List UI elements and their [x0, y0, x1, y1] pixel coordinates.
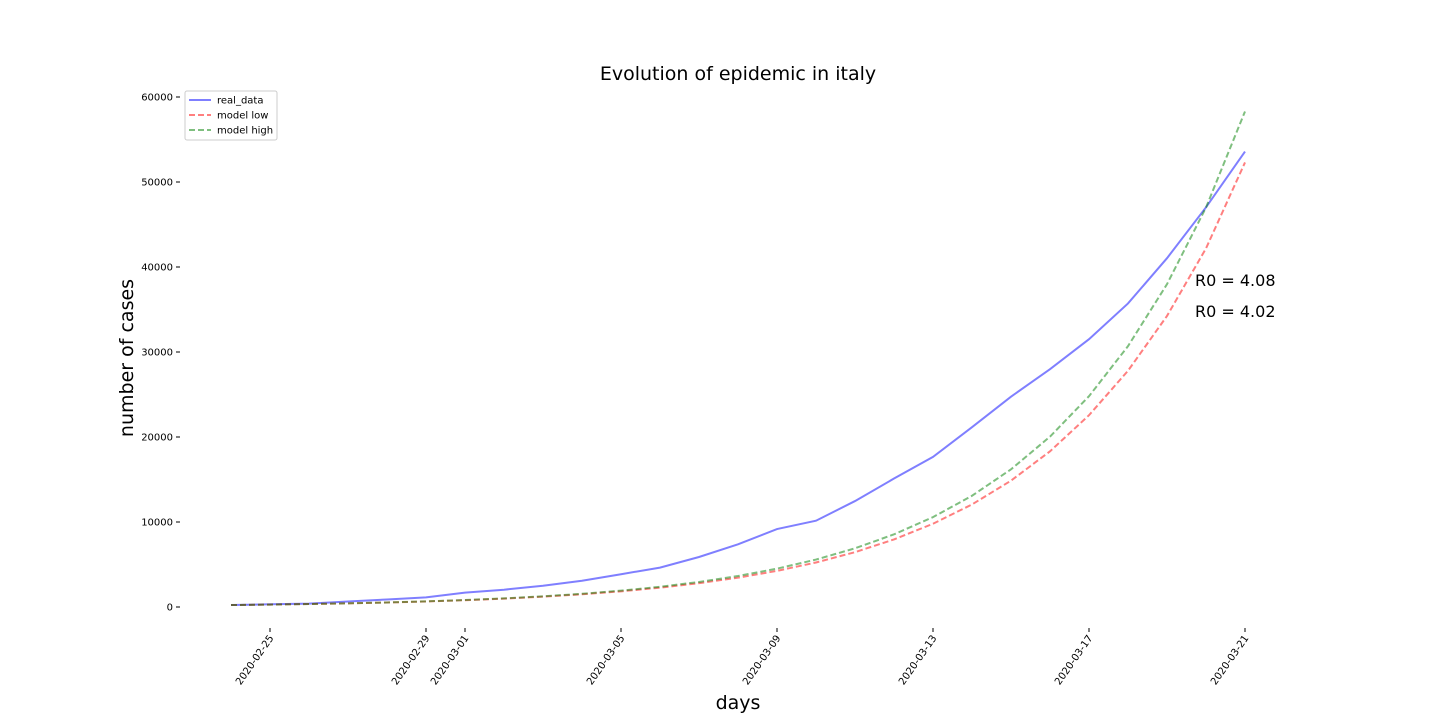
legend-box	[184, 90, 278, 141]
x-tick-label: 2020-03-01	[429, 633, 471, 687]
x-tick-label: 2020-02-29	[390, 633, 432, 687]
y-tick-label: 50000	[141, 178, 173, 189]
y-tick-label: 60000	[141, 93, 173, 104]
legend-label: model high	[217, 126, 273, 137]
x-tick-label: 2020-03-09	[741, 633, 783, 687]
y-tick-label: 10000	[141, 518, 173, 529]
y-tick-label: 30000	[141, 348, 173, 359]
x-tick-label: 2020-03-05	[585, 633, 627, 687]
x-tick-label: 2020-03-17	[1053, 633, 1095, 687]
annotation: R0 = 4.08	[1195, 271, 1276, 290]
chart-title: Evolution of epidemic in italy	[600, 63, 876, 85]
x-axis-label: days	[716, 692, 761, 714]
y-axis-label: number of cases	[116, 279, 138, 437]
legend-label: model low	[217, 111, 268, 122]
y-tick-label: 40000	[141, 263, 173, 274]
x-tick-label: 2020-03-21	[1209, 633, 1251, 687]
y-tick-label: 20000	[141, 433, 173, 444]
legend-label: real_data	[217, 96, 263, 107]
annotation: R0 = 4.02	[1195, 302, 1276, 321]
series-line	[230, 162, 1246, 607]
series-line	[230, 151, 1246, 607]
x-tick-label: 2020-03-13	[897, 633, 939, 687]
x-tick-label: 2020-02-25	[234, 633, 276, 687]
series-line	[230, 111, 1246, 607]
y-tick-label: 0	[167, 603, 173, 614]
